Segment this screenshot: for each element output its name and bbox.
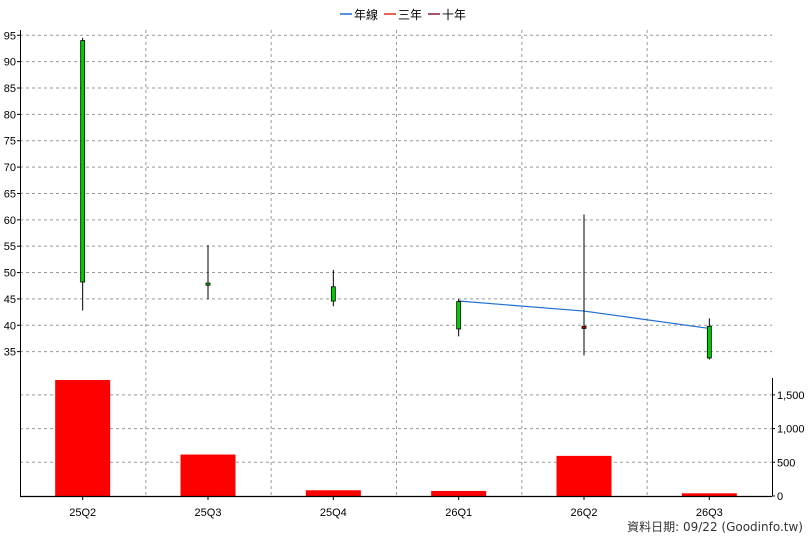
category-tick-label: 26Q3 (696, 507, 723, 519)
price-tick-label: 40 (4, 320, 16, 332)
price-tick-label: 80 (4, 109, 16, 121)
volume-tick-label: 500 (777, 457, 795, 469)
candle-body-25Q4 (330, 286, 336, 302)
price-tick-label: 90 (4, 57, 16, 69)
price-tick-label: 95 (4, 30, 16, 42)
volume-bar-26Q2 (556, 455, 612, 496)
price-tick-label: 45 (4, 294, 16, 306)
legend-label-年線: 年線 (354, 7, 378, 22)
candles (80, 37, 712, 360)
volume-tick-label: 1,500 (777, 390, 805, 402)
volume-bar-26Q1 (431, 490, 487, 496)
price-tick-label: 75 (4, 136, 16, 148)
legend: 年線 三年 十年 (340, 7, 466, 22)
legend-label-三年: 三年 (398, 8, 422, 22)
candle-body-25Q2 (80, 40, 86, 283)
price-tick-label: 50 (4, 268, 16, 280)
category-tick-label: 25Q3 (195, 507, 222, 519)
price-tick-label: 70 (4, 162, 16, 174)
data-date-footer: 資料日期: 09/22 (Goodinfo.tw) (627, 520, 803, 534)
volume-bar-25Q4 (305, 490, 361, 496)
price-tick-label: 35 (4, 347, 16, 359)
volume-bars (55, 380, 737, 496)
volume-bar-25Q3 (180, 454, 236, 496)
candle-body-26Q2 (581, 325, 587, 329)
category-tick-label: 26Q2 (571, 507, 598, 519)
volume-tick-label: 1,000 (777, 424, 805, 436)
category-tick-label: 25Q2 (69, 507, 96, 519)
price-tick-label: 65 (4, 188, 16, 200)
volume-tick-label: 0 (777, 491, 783, 503)
volume-bar-25Q2 (55, 380, 111, 496)
candle-body-26Q3 (706, 325, 712, 359)
price-tick-label: 55 (4, 241, 16, 253)
grid-lines (20, 30, 772, 496)
candle-body-26Q1 (456, 301, 462, 330)
candle-body-25Q3 (205, 282, 211, 286)
volume-bar-26Q3 (681, 493, 737, 496)
axes: 35 40 45 50 55 60 65 70 75 80 85 90 95 0 500 1,000 1,500… (4, 30, 805, 519)
price-tick-label: 60 (4, 215, 16, 227)
legend-label-十年: 十年 (442, 8, 466, 22)
category-tick-label: 26Q1 (445, 507, 472, 519)
category-tick-label: 25Q4 (320, 507, 347, 519)
price-tick-label: 85 (4, 83, 16, 95)
